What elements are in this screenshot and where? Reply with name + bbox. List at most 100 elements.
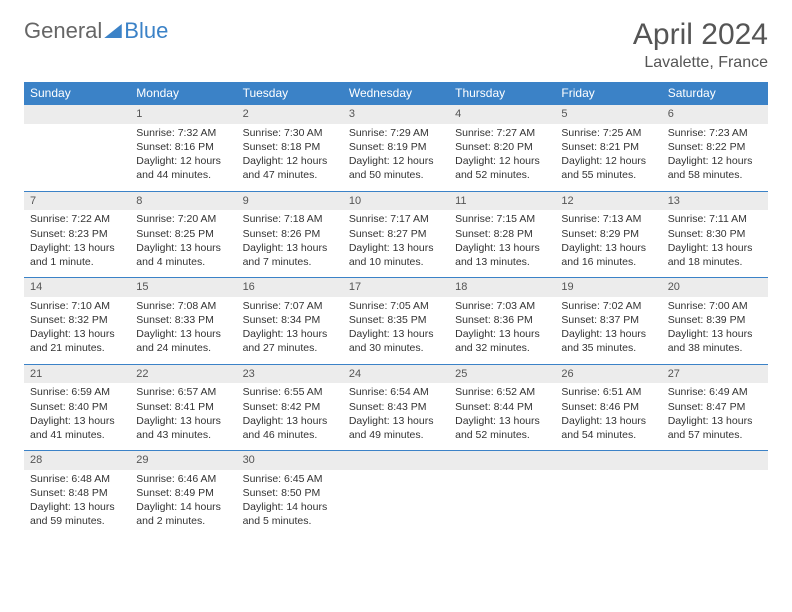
day-content: Sunrise: 6:46 AMSunset: 8:49 PMDaylight:… (130, 470, 236, 537)
logo-text-general: General (24, 18, 102, 44)
day-number-empty (449, 451, 555, 470)
calendar-cell: 8Sunrise: 7:20 AMSunset: 8:25 PMDaylight… (130, 191, 236, 278)
sunset-text: Sunset: 8:46 PM (561, 400, 655, 414)
sunrise-text: Sunrise: 7:02 AM (561, 299, 655, 313)
daylight-text: Daylight: 13 hours and 10 minutes. (349, 241, 443, 269)
sunrise-text: Sunrise: 7:11 AM (668, 212, 762, 226)
day-content: Sunrise: 7:18 AMSunset: 8:26 PMDaylight:… (237, 210, 343, 277)
logo-triangle-icon (104, 24, 122, 38)
sunset-text: Sunset: 8:23 PM (30, 227, 124, 241)
sunrise-text: Sunrise: 6:52 AM (455, 385, 549, 399)
daylight-text: Daylight: 13 hours and 59 minutes. (30, 500, 124, 528)
calendar-week-row: 21Sunrise: 6:59 AMSunset: 8:40 PMDayligh… (24, 364, 768, 451)
day-number: 15 (130, 278, 236, 297)
day-content: Sunrise: 7:02 AMSunset: 8:37 PMDaylight:… (555, 297, 661, 364)
day-number-empty (555, 451, 661, 470)
calendar-cell: 6Sunrise: 7:23 AMSunset: 8:22 PMDaylight… (662, 105, 768, 192)
day-content: Sunrise: 7:10 AMSunset: 8:32 PMDaylight:… (24, 297, 130, 364)
day-content: Sunrise: 7:15 AMSunset: 8:28 PMDaylight:… (449, 210, 555, 277)
day-content: Sunrise: 6:52 AMSunset: 8:44 PMDaylight:… (449, 383, 555, 450)
daylight-text: Daylight: 13 hours and 49 minutes. (349, 414, 443, 442)
day-header: Friday (555, 82, 661, 105)
day-content: Sunrise: 7:05 AMSunset: 8:35 PMDaylight:… (343, 297, 449, 364)
daylight-text: Daylight: 13 hours and 52 minutes. (455, 414, 549, 442)
sunset-text: Sunset: 8:22 PM (668, 140, 762, 154)
sunset-text: Sunset: 8:48 PM (30, 486, 124, 500)
day-header: Thursday (449, 82, 555, 105)
day-content: Sunrise: 7:20 AMSunset: 8:25 PMDaylight:… (130, 210, 236, 277)
sunset-text: Sunset: 8:47 PM (668, 400, 762, 414)
sunset-text: Sunset: 8:29 PM (561, 227, 655, 241)
day-number: 6 (662, 105, 768, 124)
sunset-text: Sunset: 8:33 PM (136, 313, 230, 327)
calendar-cell (555, 451, 661, 537)
day-number: 4 (449, 105, 555, 124)
day-content: Sunrise: 7:07 AMSunset: 8:34 PMDaylight:… (237, 297, 343, 364)
month-title: April 2024 (633, 18, 768, 52)
sunrise-text: Sunrise: 7:03 AM (455, 299, 549, 313)
calendar-week-row: 14Sunrise: 7:10 AMSunset: 8:32 PMDayligh… (24, 278, 768, 365)
daylight-text: Daylight: 12 hours and 55 minutes. (561, 154, 655, 182)
daylight-text: Daylight: 13 hours and 35 minutes. (561, 327, 655, 355)
calendar-cell: 9Sunrise: 7:18 AMSunset: 8:26 PMDaylight… (237, 191, 343, 278)
day-content: Sunrise: 6:57 AMSunset: 8:41 PMDaylight:… (130, 383, 236, 450)
daylight-text: Daylight: 13 hours and 41 minutes. (30, 414, 124, 442)
sunrise-text: Sunrise: 7:22 AM (30, 212, 124, 226)
sunset-text: Sunset: 8:32 PM (30, 313, 124, 327)
sunrise-text: Sunrise: 6:59 AM (30, 385, 124, 399)
calendar-cell: 26Sunrise: 6:51 AMSunset: 8:46 PMDayligh… (555, 364, 661, 451)
sunrise-text: Sunrise: 7:08 AM (136, 299, 230, 313)
day-number: 2 (237, 105, 343, 124)
day-number: 7 (24, 192, 130, 211)
calendar-cell: 4Sunrise: 7:27 AMSunset: 8:20 PMDaylight… (449, 105, 555, 192)
calendar-cell: 30Sunrise: 6:45 AMSunset: 8:50 PMDayligh… (237, 451, 343, 537)
sunset-text: Sunset: 8:34 PM (243, 313, 337, 327)
day-number: 20 (662, 278, 768, 297)
daylight-text: Daylight: 13 hours and 7 minutes. (243, 241, 337, 269)
day-number: 14 (24, 278, 130, 297)
daylight-text: Daylight: 13 hours and 32 minutes. (455, 327, 549, 355)
calendar-cell: 21Sunrise: 6:59 AMSunset: 8:40 PMDayligh… (24, 364, 130, 451)
daylight-text: Daylight: 13 hours and 30 minutes. (349, 327, 443, 355)
day-content: Sunrise: 6:48 AMSunset: 8:48 PMDaylight:… (24, 470, 130, 537)
day-content: Sunrise: 7:32 AMSunset: 8:16 PMDaylight:… (130, 124, 236, 191)
day-number: 5 (555, 105, 661, 124)
day-number: 22 (130, 365, 236, 384)
day-number: 12 (555, 192, 661, 211)
day-number: 16 (237, 278, 343, 297)
day-content: Sunrise: 6:59 AMSunset: 8:40 PMDaylight:… (24, 383, 130, 450)
sunrise-text: Sunrise: 7:17 AM (349, 212, 443, 226)
sunrise-text: Sunrise: 7:18 AM (243, 212, 337, 226)
day-content: Sunrise: 7:00 AMSunset: 8:39 PMDaylight:… (662, 297, 768, 364)
day-content: Sunrise: 6:54 AMSunset: 8:43 PMDaylight:… (343, 383, 449, 450)
daylight-text: Daylight: 12 hours and 50 minutes. (349, 154, 443, 182)
calendar-cell (24, 105, 130, 192)
sunset-text: Sunset: 8:40 PM (30, 400, 124, 414)
calendar-cell: 28Sunrise: 6:48 AMSunset: 8:48 PMDayligh… (24, 451, 130, 537)
day-content: Sunrise: 7:17 AMSunset: 8:27 PMDaylight:… (343, 210, 449, 277)
day-number: 13 (662, 192, 768, 211)
calendar-cell: 10Sunrise: 7:17 AMSunset: 8:27 PMDayligh… (343, 191, 449, 278)
sunset-text: Sunset: 8:19 PM (349, 140, 443, 154)
daylight-text: Daylight: 13 hours and 54 minutes. (561, 414, 655, 442)
calendar-cell: 22Sunrise: 6:57 AMSunset: 8:41 PMDayligh… (130, 364, 236, 451)
sunset-text: Sunset: 8:42 PM (243, 400, 337, 414)
calendar-cell: 13Sunrise: 7:11 AMSunset: 8:30 PMDayligh… (662, 191, 768, 278)
calendar-cell: 5Sunrise: 7:25 AMSunset: 8:21 PMDaylight… (555, 105, 661, 192)
calendar-cell (343, 451, 449, 537)
calendar-cell: 2Sunrise: 7:30 AMSunset: 8:18 PMDaylight… (237, 105, 343, 192)
day-number: 10 (343, 192, 449, 211)
calendar-cell: 20Sunrise: 7:00 AMSunset: 8:39 PMDayligh… (662, 278, 768, 365)
sunset-text: Sunset: 8:50 PM (243, 486, 337, 500)
calendar-cell: 7Sunrise: 7:22 AMSunset: 8:23 PMDaylight… (24, 191, 130, 278)
day-header: Monday (130, 82, 236, 105)
day-content: Sunrise: 6:49 AMSunset: 8:47 PMDaylight:… (662, 383, 768, 450)
calendar-cell: 15Sunrise: 7:08 AMSunset: 8:33 PMDayligh… (130, 278, 236, 365)
day-number: 18 (449, 278, 555, 297)
sunrise-text: Sunrise: 6:55 AM (243, 385, 337, 399)
daylight-text: Daylight: 12 hours and 47 minutes. (243, 154, 337, 182)
calendar-cell: 25Sunrise: 6:52 AMSunset: 8:44 PMDayligh… (449, 364, 555, 451)
daylight-text: Daylight: 13 hours and 43 minutes. (136, 414, 230, 442)
day-header: Saturday (662, 82, 768, 105)
logo-text-blue: Blue (124, 18, 168, 44)
